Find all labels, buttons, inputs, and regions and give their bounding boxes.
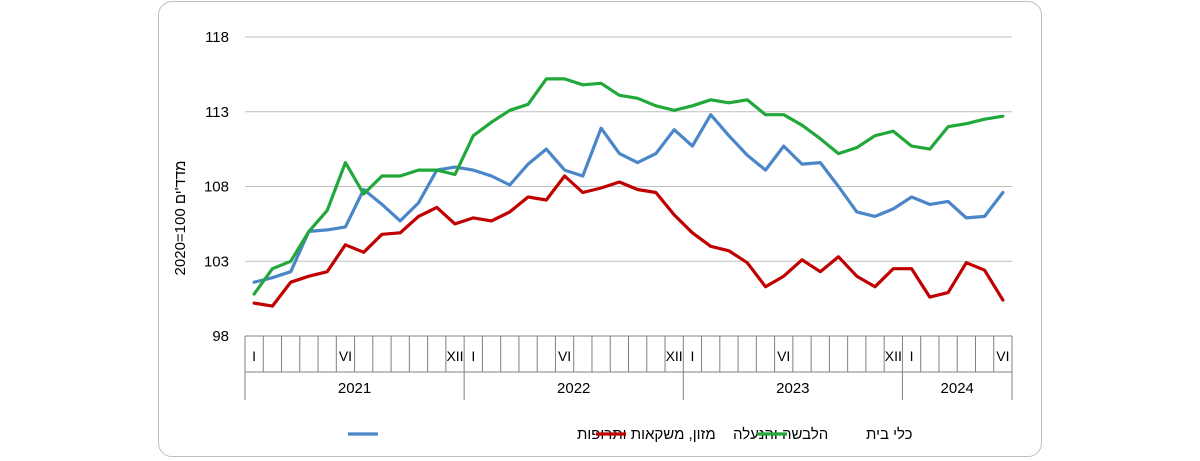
year-label: 2021 [338,380,371,397]
series-line-3 [252,77,1005,296]
month-tick-label: VI [996,348,1009,364]
month-tick-label: VI [339,348,352,364]
series-lines [252,77,1005,308]
legend: מזון, משקאות ותרופות הלבשה והנעלה כלי בית [348,426,913,443]
y-axis-label: 2020=100 מדד'ים [172,161,189,276]
y-tick-label: 98 [212,328,229,345]
series-line-2 [252,174,1005,308]
month-tick-label: I [690,348,694,364]
y-tick-label: 108 [204,179,229,196]
chart-frame [158,1,1042,457]
year-label: 2022 [557,380,590,397]
month-tick-label: XII [666,348,683,364]
month-tick-label: I [471,348,475,364]
month-tick-label: VI [777,348,790,364]
series-line-1 [252,113,1005,284]
month-tick-label: I [252,348,256,364]
y-axis-ticks: 98 103 108 113 118 [204,29,229,345]
month-tick-label: XII [885,348,902,364]
y-tick-label: 113 [205,104,229,121]
y-tick-label: 118 [205,29,229,46]
month-tick-label: VI [558,348,571,364]
legend-label-3: כלי בית [866,426,913,443]
month-tick-label: XII [446,348,463,364]
month-tick-label: I [910,348,914,364]
year-label: 2023 [776,380,809,397]
legend-label-1: מזון, משקאות ותרופות [577,426,716,443]
year-label: 2024 [941,380,974,397]
y-tick-label: 103 [204,253,229,270]
x-axis: I VI XII I VI XII I VI XII I VI 2021 2022 2023 2024 [244,336,1013,400]
